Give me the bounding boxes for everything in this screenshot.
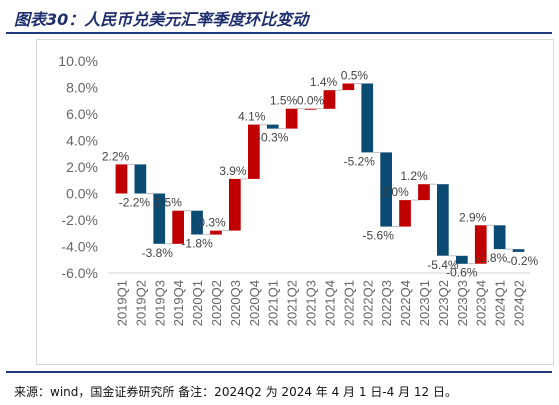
x-tick-label: 2020Q1 (190, 280, 205, 326)
data-label: -3.8% (142, 246, 174, 260)
data-label: 1.5% (270, 94, 298, 108)
x-tick-label: 2020Q2 (209, 280, 224, 326)
y-tick-label: 6.0% (66, 106, 98, 122)
x-tick-label: 2021Q1 (266, 280, 281, 326)
y-axis: 10.0% 8.0% 6.0% 4.0% 2.0% 0.0% -2.0% -4.0% -6.0% (58, 53, 98, 281)
data-label: -5.6% (363, 229, 395, 243)
x-tick-label: 2019Q3 (152, 280, 167, 326)
bar-2019Q3 (153, 193, 166, 244)
bar-2020Q4 (248, 124, 260, 179)
x-tick-label: 2023Q3 (455, 280, 470, 326)
bar-2022Q4 (399, 200, 411, 227)
y-tick-label: 4.0% (66, 133, 98, 149)
y-tick-label: 0.0% (66, 186, 98, 202)
data-label: 1.2% (400, 169, 428, 183)
data-label: -5.2% (344, 154, 376, 168)
x-tick-label: 2023Q4 (474, 280, 489, 326)
source-note: 来源：wind，国金证券研究所 备注：2024Q2 为 2024 年 4 月 1… (14, 385, 457, 399)
bar-2021Q4 (323, 90, 336, 109)
bar-2022Q1 (342, 83, 355, 91)
data-label: -0.3% (257, 131, 289, 145)
bar-2024Q1 (493, 225, 506, 250)
bar-2021Q2 (285, 108, 298, 129)
data-label: -1.8% (181, 237, 213, 251)
bar-2022Q2 (361, 83, 374, 153)
y-tick-label: -6.0% (61, 265, 98, 281)
header-rule (6, 32, 552, 34)
data-label: 4.1% (238, 110, 266, 124)
x-tick-label: 2022Q2 (360, 280, 375, 326)
data-label: 0.5% (341, 69, 369, 83)
data-label: -5.4% (427, 258, 459, 272)
x-tick-label: 2022Q4 (398, 280, 413, 326)
y-tick-label: -2.0% (61, 212, 98, 228)
x-tick-label: 2023Q1 (417, 280, 432, 326)
bars (115, 83, 525, 265)
x-tick-label: 2021Q4 (322, 280, 337, 326)
data-label: 0.0% (297, 94, 325, 108)
x-tick-label: 2021Q3 (304, 280, 319, 326)
bar-2023Q1 (418, 184, 430, 201)
chart-title: 图表30：人民币兑美元汇率季度环比变动 (14, 10, 309, 29)
y-tick-label: 2.0% (66, 159, 98, 175)
bar-2023Q2 (437, 184, 449, 256)
chart-frame (36, 39, 554, 365)
bar-2020Q1 (191, 210, 203, 235)
x-tick-label: 2022Q3 (379, 280, 394, 326)
data-label: -1.8% (476, 251, 508, 265)
bar-2024Q2 (512, 249, 525, 252)
y-tick-label: 8.0% (66, 80, 98, 96)
bar-2019Q1 (115, 164, 128, 194)
x-tick-label: 2022Q1 (341, 280, 356, 326)
footer-rule (6, 371, 552, 373)
x-tick-label: 2023Q2 (436, 280, 451, 326)
bar-2023Q4 (474, 225, 487, 264)
data-label: -0.6% (446, 266, 478, 280)
bar-2019Q2 (134, 164, 147, 194)
x-tick-label: 2020Q3 (228, 280, 243, 326)
bar-2020Q3 (229, 178, 241, 231)
data-label: 3.9% (219, 164, 247, 178)
x-tick-label: 2024Q2 (512, 280, 527, 326)
bar-2020Q2 (210, 230, 222, 235)
data-label: 2.9% (459, 210, 487, 224)
y-tick-label: -4.0% (61, 239, 98, 255)
data-label: 2.5% (155, 196, 183, 210)
data-label: 2.2% (102, 149, 130, 163)
bar-2022Q3 (380, 152, 392, 227)
bar-2021Q1 (266, 124, 279, 129)
x-tick-label: 2019Q1 (114, 280, 129, 326)
bar-2021Q3 (304, 108, 317, 110)
x-tick-label: 2020Q4 (247, 280, 262, 326)
y-tick-label: 10.0% (58, 53, 98, 69)
x-tick-label: 2021Q2 (285, 280, 300, 326)
x-tick-label: 2024Q1 (493, 280, 508, 326)
data-label: -2.2% (119, 196, 151, 210)
bar-2023Q3 (456, 255, 468, 264)
data-label: -0.2% (507, 254, 539, 268)
data-label: 0.3% (198, 216, 226, 230)
data-label: 1.4% (310, 75, 338, 89)
x-tick-label: 2019Q2 (133, 280, 148, 326)
x-axis: 2019Q1 2019Q2 2019Q3 2019Q4 2020Q1 2020Q2 2020… (114, 280, 526, 326)
bar-2019Q4 (172, 210, 184, 244)
data-labels: 2.2% -2.2% -3.8% 2.5% -1.8% 0.3% 3.9% 4.1% -0.3%… (102, 69, 539, 280)
x-tick-label: 2019Q4 (171, 280, 186, 326)
data-label: 2.0% (381, 185, 409, 199)
